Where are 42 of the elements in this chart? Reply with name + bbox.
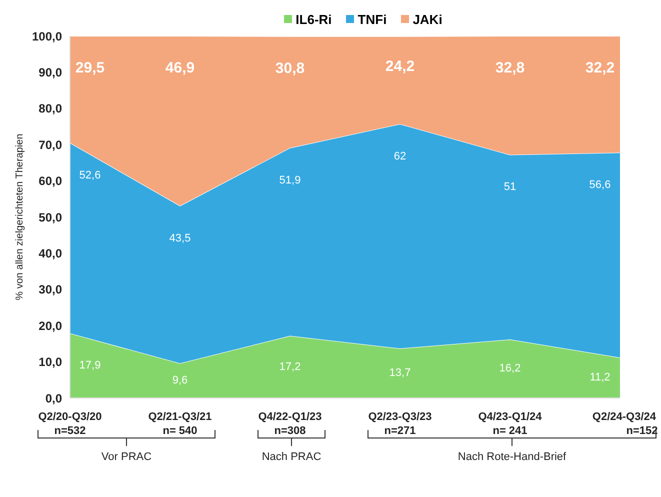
y-tick-label: 50,0	[38, 210, 62, 224]
data-label: 29,5	[75, 60, 105, 77]
y-tick-label: 80,0	[38, 102, 62, 116]
data-label: 43,5	[169, 232, 191, 244]
x-tick-label: Q2/21-Q3/21 n= 540	[148, 411, 212, 437]
data-label: 32,2	[585, 60, 615, 77]
y-tick-label: 70,0	[38, 138, 62, 152]
y-tick-label: 20,0	[38, 318, 62, 333]
data-label: 30,8	[275, 60, 305, 77]
y-tick-label: 40,0	[38, 246, 62, 260]
x-tick-label: Q2/23-Q3/23 n=271	[368, 411, 432, 437]
text: Nach PRAC	[262, 451, 322, 463]
x-tick-label: Q2/20-Q3/20 n=532	[38, 411, 102, 437]
data-label: 56,6	[589, 179, 611, 192]
data-label: 51,9	[279, 174, 301, 186]
data-label: 32,8	[495, 60, 525, 77]
x-tick-label: Q2/24-Q3/24 n=152	[592, 411, 658, 437]
y-axis-title: % von allen zielgerichteten Therapien	[14, 134, 26, 300]
data-label: 46,9	[165, 60, 195, 77]
y-tick-label: 90,0	[38, 65, 62, 80]
data-label: 17,2	[279, 360, 301, 373]
data-label: 62	[394, 150, 406, 162]
text: Vor PRAC	[101, 451, 152, 463]
data-label: 51	[504, 181, 516, 194]
data-label: 13,7	[389, 367, 411, 380]
legend-label: IL6-Ri	[294, 12, 332, 26]
legend-label: TNFi	[356, 12, 387, 26]
x-tick-label: Q4/22-Q1/23 n=308	[258, 411, 322, 437]
data-label: 17,9	[79, 360, 101, 372]
data-label: 11,2	[590, 372, 610, 384]
data-label: 9,6	[172, 374, 188, 387]
x-tick-label: Q4/23-Q1/24 n= 241	[478, 411, 543, 437]
y-tick-label: 100,0	[32, 29, 62, 44]
text: Nach Rote-Hand-Brief	[458, 451, 568, 463]
y-tick-label: 0,0	[45, 391, 62, 406]
data-label: 16,2	[499, 362, 521, 375]
data-label: 24,2	[385, 58, 415, 75]
data-label: 52,6	[79, 169, 101, 182]
legend-label: JAKi	[412, 12, 442, 26]
y-tick-label: 60,0	[38, 174, 62, 188]
y-tick-label: 10,0	[38, 355, 62, 370]
y-tick-label: 30,0	[38, 282, 62, 297]
